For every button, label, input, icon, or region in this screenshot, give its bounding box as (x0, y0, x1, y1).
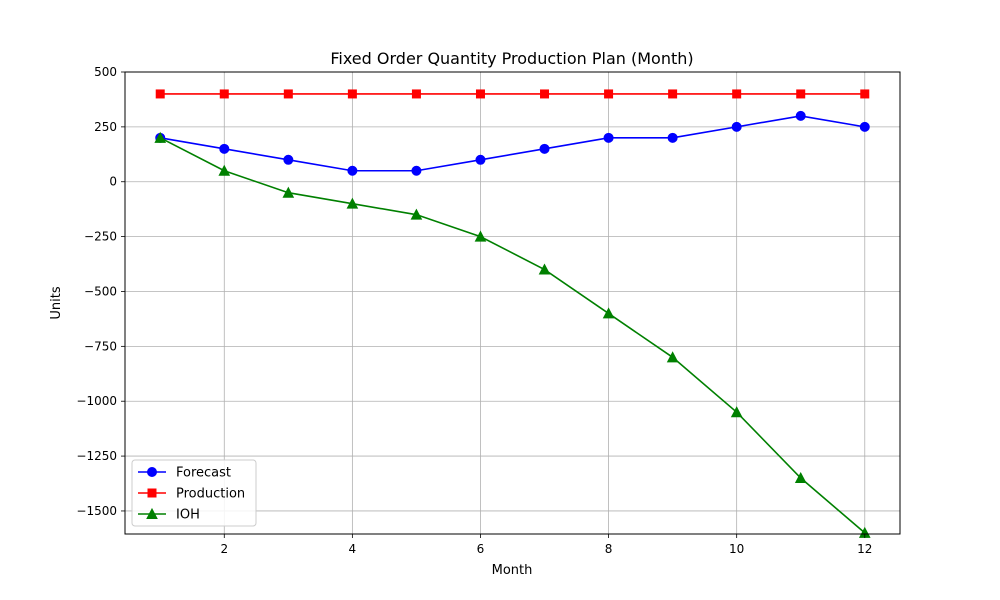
grid-lines (125, 71, 900, 534)
forecast-point (411, 165, 422, 176)
y-tick-label: 0 (109, 175, 117, 189)
legend-marker (147, 467, 157, 477)
series-layer (154, 89, 871, 538)
forecast-line (160, 115, 865, 172)
ioh-point (666, 351, 679, 363)
ioh-point (730, 406, 743, 418)
ioh-point (602, 307, 615, 319)
forecast-point (859, 121, 870, 132)
production-point (860, 89, 870, 99)
y-tick-label: −750 (84, 339, 117, 353)
ioh-point (794, 471, 807, 484)
production-point (475, 89, 485, 99)
ioh-point (410, 208, 423, 220)
y-tick-label: 500 (94, 65, 117, 79)
legend-label: IOH (176, 508, 200, 523)
forecast-point (603, 132, 614, 143)
y-tick-label: 250 (94, 120, 117, 134)
production-point (347, 89, 357, 99)
series-forecast (155, 110, 870, 176)
forecast-point (539, 143, 550, 154)
y-tick-label: −1500 (76, 504, 117, 518)
legend-item-forecast: Forecast (138, 466, 231, 481)
y-tick-label: −500 (84, 284, 117, 298)
legend: Forecast Production IOH (131, 459, 257, 527)
production-point (155, 89, 165, 99)
ioh-point (218, 164, 231, 176)
ioh-point (154, 131, 167, 143)
forecast-point (219, 143, 230, 154)
y-tick-label: −1250 (76, 449, 117, 463)
ioh-point (474, 230, 487, 242)
legend-item-production: Production (138, 487, 245, 502)
production-point (540, 89, 550, 99)
forecast-point (475, 154, 486, 165)
legend-marker (146, 507, 158, 519)
series-ioh (154, 131, 871, 538)
x-tick-label: 12 (857, 542, 872, 556)
ioh-line (159, 137, 866, 534)
x-tick-label: 8 (605, 542, 613, 556)
forecast-point (667, 132, 678, 143)
x-axis-label: Month (492, 563, 533, 578)
chart-title: Fixed Order Quantity Production Plan (Mo… (330, 49, 693, 68)
production-point (411, 89, 421, 99)
legend-item-ioh: IOH (138, 508, 200, 523)
axis-ticks: 2 4 6 8 10 12 500 250 0 −250 −500 −750 −1000 −1250 −15… (76, 65, 872, 556)
ioh-point (346, 197, 359, 209)
production-point (604, 89, 614, 99)
ioh-point (538, 263, 551, 275)
y-axis-label: Units (49, 286, 64, 319)
x-tick-label: 4 (349, 542, 357, 556)
production-point (219, 89, 229, 99)
forecast-point (283, 154, 294, 165)
x-tick-label: 2 (220, 542, 228, 556)
forecast-point (795, 110, 806, 121)
production-point (796, 89, 806, 99)
forecast-point (731, 121, 742, 132)
production-point (732, 89, 742, 99)
legend-box (131, 459, 257, 527)
forecast-point (347, 165, 358, 176)
plot-frame (124, 71, 901, 535)
y-tick-label: −250 (84, 230, 117, 244)
production-point (283, 89, 293, 99)
legend-label: Production (176, 487, 245, 502)
x-tick-label: 6 (477, 542, 485, 556)
ioh-point (282, 186, 295, 198)
legend-label: Forecast (176, 466, 231, 481)
x-tick-label: 10 (729, 542, 744, 556)
legend-marker (147, 488, 157, 498)
series-production (155, 89, 870, 99)
y-tick-label: −1000 (76, 394, 117, 408)
production-point (668, 89, 678, 99)
